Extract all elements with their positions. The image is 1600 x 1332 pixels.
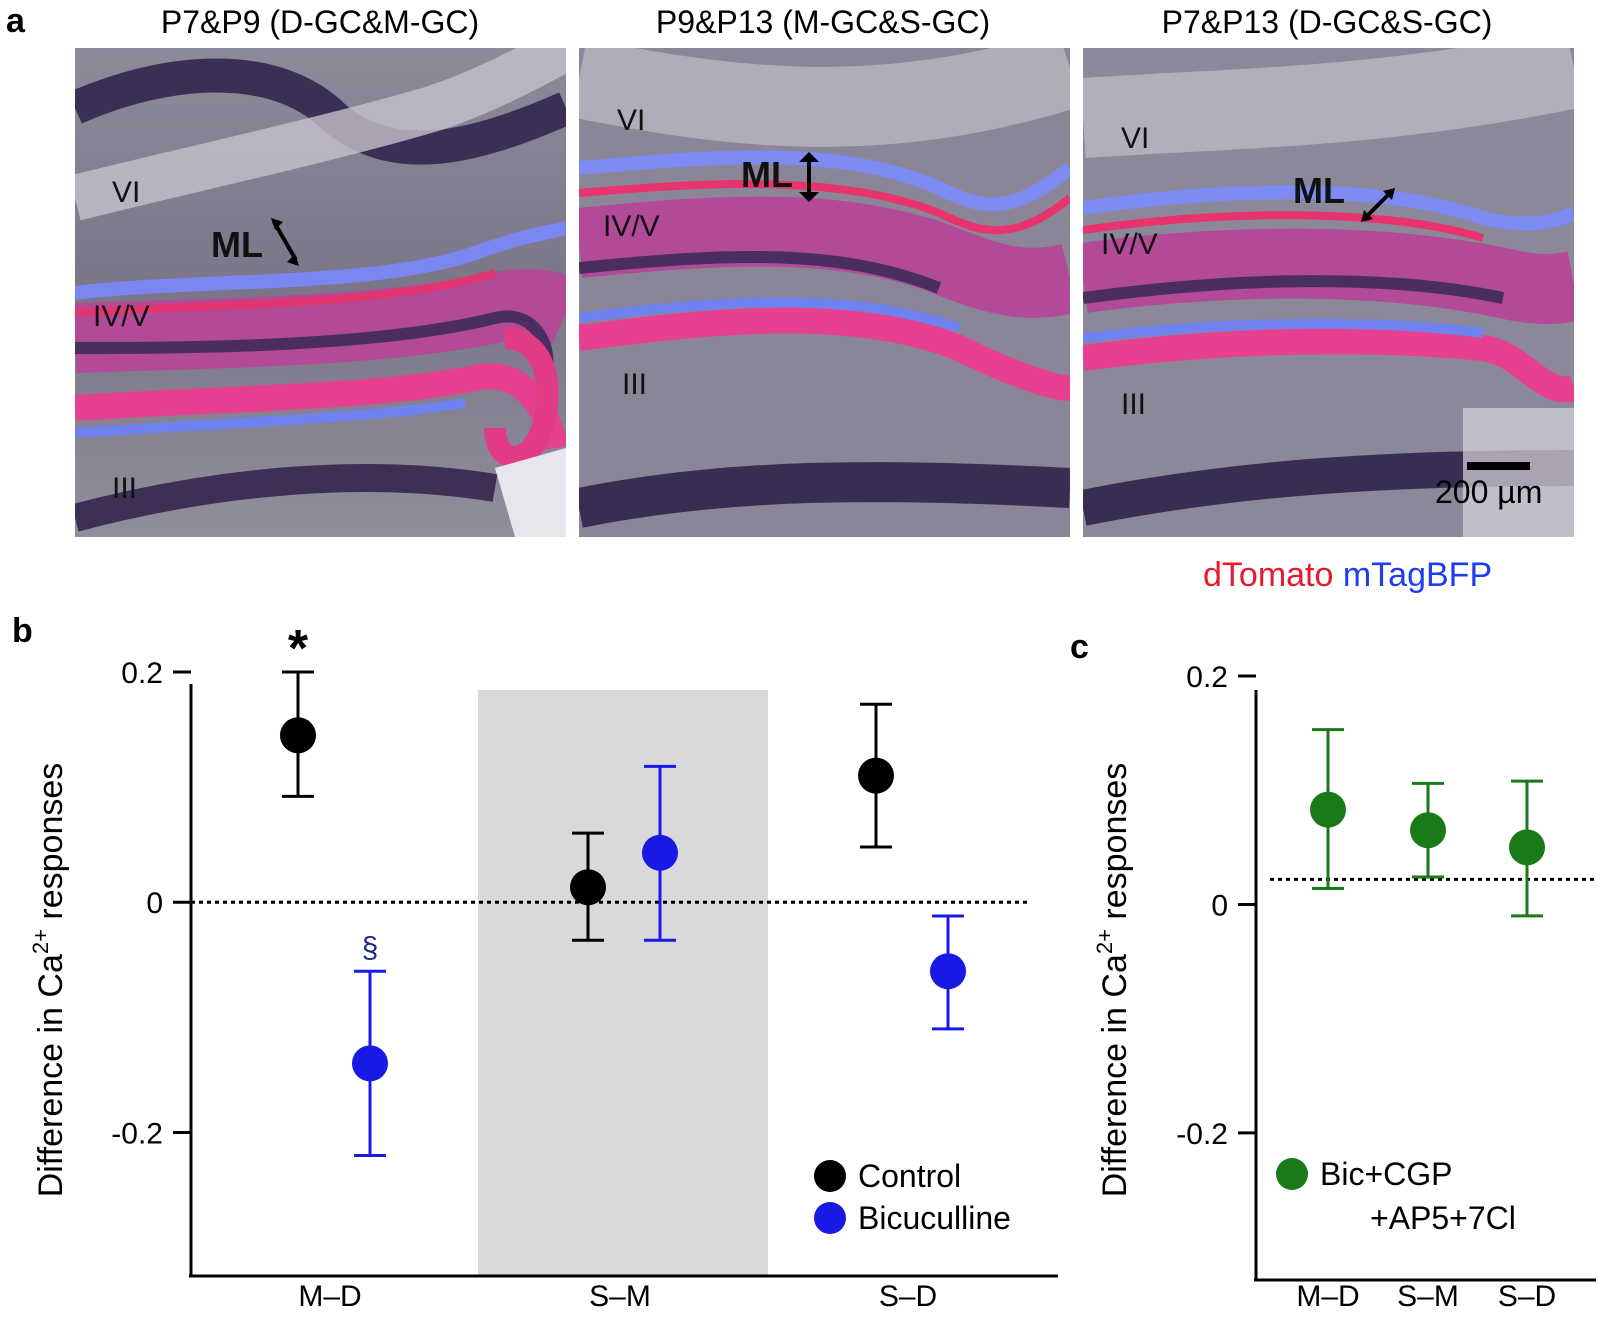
layer-label-vi: VI [1121, 122, 1150, 155]
x-tick-label: S–D [1498, 1280, 1556, 1313]
layer-label-iii: III [112, 472, 138, 505]
y-tick-label: 0 [146, 887, 163, 920]
y-axis-label: Difference in Ca2+ responses [1092, 763, 1134, 1198]
x-tick-label: S–M [589, 1280, 651, 1313]
scale-bar [1467, 462, 1530, 470]
layer-label-vi: VI [112, 176, 141, 209]
panel-c-letter: c [1070, 628, 1089, 666]
stain-legend: dTomato mTagBFP [1203, 556, 1492, 595]
layer-label-ml: ML [1293, 170, 1345, 211]
layer-label-iv-v: IV/V [1101, 228, 1158, 261]
legend-marker [814, 1160, 846, 1192]
data-point [280, 717, 316, 754]
chart-c: 0.2 0 -0.2 M–D S–M S–D Bic+CGP +AP5+7Cl Differe… [1092, 661, 1596, 1313]
y-tick-label: 0 [1211, 889, 1228, 922]
y-tick-label: -0.2 [1176, 1118, 1228, 1151]
image-1-title: P7&P9 (D-GC&M-GC) [160, 4, 480, 40]
data-point [1509, 829, 1545, 866]
x-tick-label: M–D [298, 1280, 361, 1313]
y-axis-label: Difference in Ca2+ responses [28, 763, 70, 1198]
data-point [642, 834, 678, 871]
stain-legend-blue: mTagBFP [1342, 556, 1493, 594]
legend-label: +AP5+7Cl [1370, 1200, 1516, 1236]
data-point [352, 1045, 388, 1082]
x-tick-label: M–D [1296, 1280, 1359, 1313]
layer-label-ml: ML [211, 224, 263, 265]
legend-marker [814, 1202, 846, 1234]
legend-label: Bicuculline [858, 1200, 1011, 1236]
micrograph-2: VI ML IV/V III [579, 48, 1070, 537]
x-tick-label: S–D [879, 1280, 937, 1313]
y-tick-label: 0.2 [1186, 661, 1228, 694]
image-3-title: P7&P13 (D-GC&S-GC) [1161, 4, 1493, 40]
micrograph-1: VI ML IV/V III [75, 48, 566, 537]
data-point [570, 869, 606, 906]
significance-annotation: § [362, 931, 379, 964]
data-point [1410, 812, 1446, 849]
legend-label: Bic+CGP [1320, 1156, 1452, 1192]
layer-label-vi: VI [617, 104, 646, 137]
significance-annotation: * [288, 630, 309, 678]
layer-label-iv-v: IV/V [603, 210, 660, 243]
x-tick-label: S–M [1397, 1280, 1459, 1313]
layer-label-ml: ML [741, 154, 793, 195]
chart-b: 0.2 0 -0.2 M–D S–M S–D * § Control Bicuculline Di… [28, 630, 1058, 1313]
micrograph-3: VI ML IV/V III 200 µm [1083, 48, 1574, 537]
highlight-band [478, 690, 768, 1276]
layer-label-iii: III [1121, 388, 1147, 421]
panel-b-letter: b [12, 612, 33, 650]
y-tick-label: -0.2 [111, 1117, 163, 1150]
image-2-title: P9&P13 (M-GC&S-GC) [655, 4, 991, 40]
y-tick-label: 0.2 [121, 657, 163, 690]
data-point [858, 757, 894, 794]
legend-label: Control [858, 1158, 961, 1194]
data-point [930, 953, 966, 990]
legend-marker [1276, 1158, 1308, 1190]
data-point [1310, 791, 1346, 828]
layer-label-iv-v: IV/V [93, 300, 150, 333]
stain-legend-red: dTomato [1203, 556, 1334, 594]
panel-a-letter: a [6, 2, 25, 40]
scale-bar-label: 200 µm [1435, 474, 1543, 510]
layer-label-iii: III [622, 368, 648, 401]
